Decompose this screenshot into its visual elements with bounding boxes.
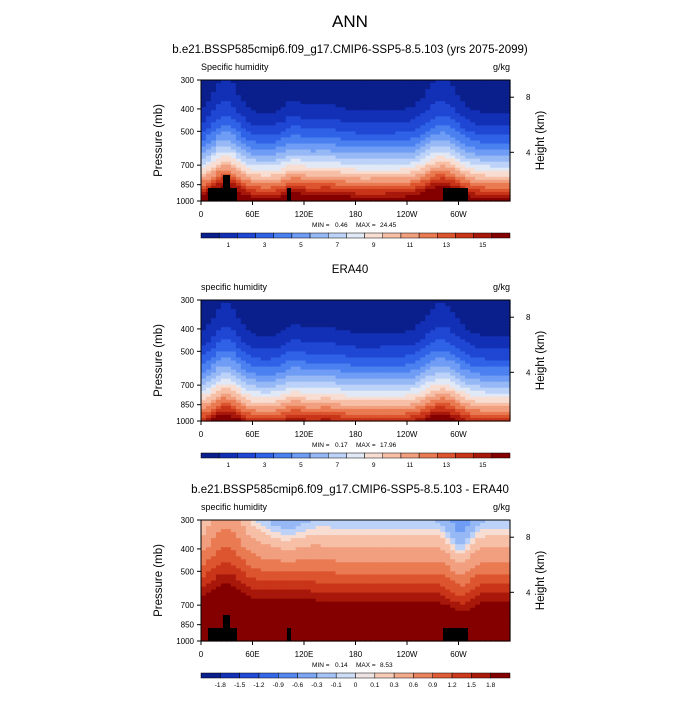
panels: b.e21.BSSP585cmip6.f09_g17.CMIP6-SSP5-8.… — [153, 44, 547, 689]
terrain-block — [208, 188, 237, 201]
colorbar-box — [237, 233, 255, 238]
stats-min: 0.46 — [335, 222, 348, 229]
colorbar-label: 7 — [336, 242, 340, 249]
panel-title: ERA40 — [332, 264, 368, 276]
colorbar-label: 5 — [299, 242, 303, 249]
colorbar-box — [201, 233, 219, 238]
colorbar-label: 9 — [372, 242, 376, 249]
x-tick-label: 120E — [295, 210, 314, 219]
colorbar-box — [492, 233, 510, 238]
colorbar-box — [346, 233, 364, 238]
y-tick-label: 400 — [181, 105, 195, 114]
y-tick-label: 850 — [181, 181, 195, 190]
stats-max: 24.45 — [380, 222, 397, 229]
stats-max-label: MAX = — [356, 222, 376, 229]
y2-tick-label: 8 — [526, 93, 531, 102]
panel-right-label: g/kg — [493, 62, 510, 72]
panel-1: b.e21.BSSP585cmip6.f09_g17.CMIP6-SSP5-8.… — [153, 44, 547, 249]
panel-left-label: specific humidity — [201, 282, 268, 292]
x-tick-label: 120W — [397, 210, 418, 219]
colorbar-label: 13 — [443, 242, 451, 249]
terrain-block — [443, 188, 468, 201]
colorbar-box — [419, 233, 437, 238]
colorbar-label: 3 — [263, 242, 267, 249]
colorbar-box — [274, 233, 292, 238]
colorbar-box — [401, 233, 419, 238]
colorbar-box — [292, 233, 310, 238]
colorbar-box — [310, 233, 328, 238]
y-axis-label: Pressure (mb) — [153, 104, 165, 177]
panel-right-label: g/kg — [493, 282, 510, 292]
y-tick-label: 700 — [181, 161, 195, 170]
x-tick-label: 180 — [349, 210, 363, 219]
colorbar-label: 1 — [226, 242, 230, 249]
field-raster — [201, 80, 511, 202]
y-tick-label: 1000 — [176, 197, 194, 206]
colorbar-label: 15 — [479, 242, 487, 249]
panel-left-label: Specific humidity — [201, 62, 269, 72]
colorbar-box — [383, 233, 401, 238]
x-tick-label: 0 — [199, 210, 204, 219]
terrain-block — [287, 188, 291, 201]
field-raster — [201, 300, 511, 422]
x-tick-label: 60E — [245, 210, 259, 219]
colorbar-label: 11 — [407, 242, 414, 249]
colorbar-box — [256, 233, 274, 238]
terrain-block — [223, 175, 230, 188]
colorbar-box — [328, 233, 346, 238]
y2-tick-label: 4 — [526, 148, 531, 157]
colorbar-box — [219, 233, 237, 238]
panel-title: b.e21.BSSP585cmip6.f09_g17.CMIP6-SSP5-8.… — [172, 44, 528, 56]
figure-title: ANN — [332, 12, 368, 31]
colorbar-box — [437, 233, 455, 238]
y-tick-label: 300 — [181, 76, 195, 85]
colorbar-box — [365, 233, 383, 238]
colorbar-box — [455, 233, 473, 238]
stats-min-label: MIN = — [312, 222, 330, 229]
colorbar-box — [474, 233, 492, 238]
y2-axis-label: Height (km) — [535, 111, 547, 171]
x-tick-label: 60W — [450, 210, 467, 219]
y-tick-label: 500 — [181, 127, 195, 136]
